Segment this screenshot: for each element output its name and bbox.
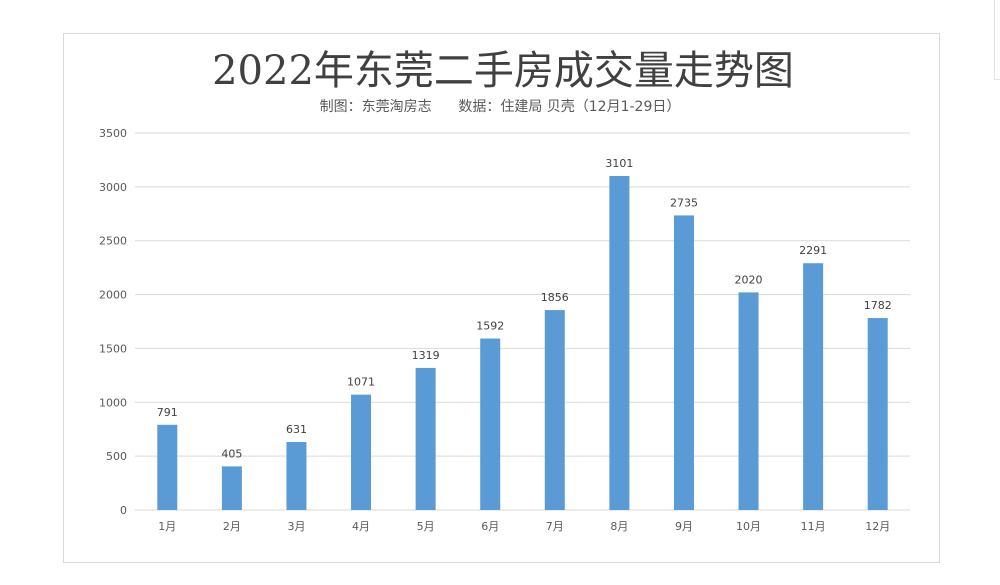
bar xyxy=(673,215,694,510)
data-label: 1856 xyxy=(541,291,569,304)
bar xyxy=(867,318,888,510)
data-label: 3101 xyxy=(605,157,633,170)
window-edge-fragment xyxy=(994,0,1000,80)
y-tick-label: 3000 xyxy=(99,181,127,194)
x-tick-label: 12月 xyxy=(865,520,890,533)
x-axis-ticks: 1月 2月 3月 4月 5月 6月 7月 8月 9月 10月 11月 12月 xyxy=(158,520,890,533)
x-tick-label: 5月 xyxy=(417,520,435,533)
x-tick-label: 2月 xyxy=(223,520,241,533)
x-tick-label: 11月 xyxy=(801,520,826,533)
y-tick-label: 1500 xyxy=(99,342,127,355)
bars xyxy=(157,175,888,510)
y-tick-label: 2000 xyxy=(99,289,127,302)
bar xyxy=(803,263,824,510)
data-label: 791 xyxy=(157,406,178,419)
bar xyxy=(544,310,565,510)
data-label: 405 xyxy=(221,447,242,460)
data-label: 1592 xyxy=(476,320,504,333)
bar xyxy=(738,292,759,510)
y-tick-label: 500 xyxy=(106,450,127,463)
x-tick-label: 8月 xyxy=(610,520,628,533)
y-axis-ticks: 0 500 1000 1500 2000 2500 3000 3500 xyxy=(99,127,127,517)
x-tick-label: 1月 xyxy=(158,520,176,533)
bar xyxy=(157,424,178,510)
y-tick-label: 1000 xyxy=(99,396,127,409)
gridlines xyxy=(135,132,910,511)
y-tick-label: 2500 xyxy=(99,235,127,248)
data-label: 1782 xyxy=(864,299,892,312)
chart-subtitle: 制图：东莞淘房志 数据：住建局 贝壳（12月1-29日） xyxy=(320,98,681,115)
x-tick-label: 6月 xyxy=(481,520,499,533)
y-tick-label: 3500 xyxy=(99,127,127,140)
bar xyxy=(480,338,501,510)
bar xyxy=(609,175,630,510)
data-label: 1071 xyxy=(347,376,375,389)
x-tick-label: 4月 xyxy=(352,520,370,533)
x-tick-label: 7月 xyxy=(546,520,564,533)
x-tick-label: 3月 xyxy=(287,520,305,533)
data-label: 2020 xyxy=(735,273,763,286)
x-tick-label: 10月 xyxy=(736,520,761,533)
data-label: 631 xyxy=(286,423,307,436)
bar xyxy=(221,466,242,510)
bar xyxy=(351,394,372,510)
data-label: 1319 xyxy=(412,349,440,362)
data-label: 2735 xyxy=(670,196,698,209)
x-tick-label: 9月 xyxy=(675,520,693,533)
chart-title: 2022年东莞二手房成交量走势图 xyxy=(212,48,794,94)
chart-frame xyxy=(63,33,940,563)
bar xyxy=(415,367,436,510)
data-label: 2291 xyxy=(799,244,827,257)
y-tick-label: 0 xyxy=(120,504,127,517)
data-labels: 791 405 631 1071 1319 1592 1856 3101 2735 2020 229… xyxy=(157,157,892,460)
bar xyxy=(286,442,307,510)
